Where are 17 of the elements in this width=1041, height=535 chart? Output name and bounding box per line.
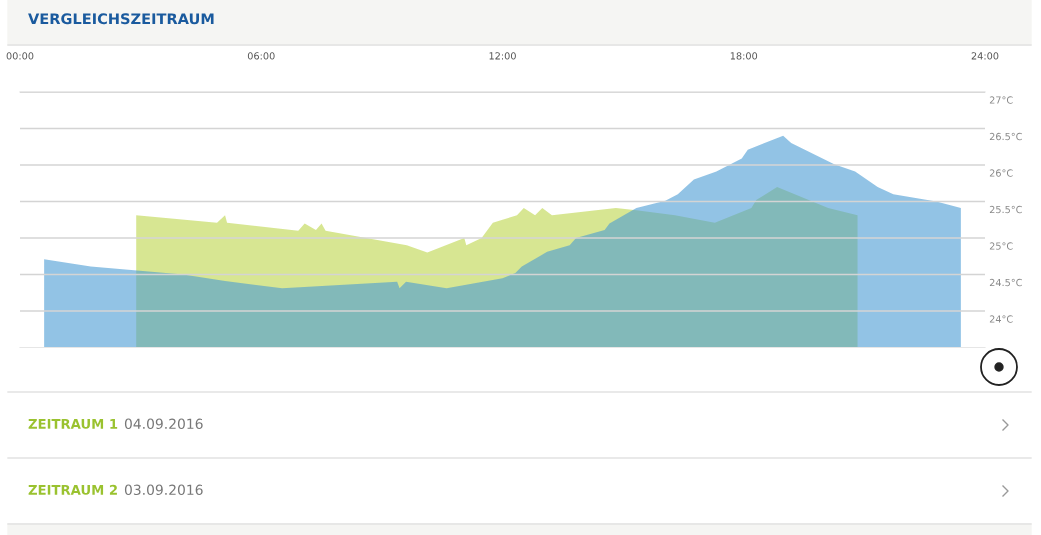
chart-title: VERGLEICHSZEITRAUM — [28, 13, 214, 25]
text: 04.09.2016 — [124, 418, 203, 430]
y-tick-label: 27°C — [989, 96, 1013, 104]
text: 03.09.2016 — [124, 484, 203, 496]
y-tick-label: 25.5°C — [989, 205, 1022, 214]
y-tick-label: 25°C — [989, 242, 1013, 250]
x-tick-label: 12:00 — [489, 52, 516, 60]
x-tick-label: 00:00 — [6, 52, 34, 60]
y-tick-label: 24.5°C — [989, 278, 1022, 287]
text: ZEITRAUM 1 — [28, 419, 118, 429]
y-tick-label: 26.5°C — [989, 132, 1022, 141]
y-tick-label: 26°C — [989, 169, 1013, 177]
x-tick-label: 24:00 — [971, 52, 999, 60]
x-tick-label: 06:00 — [247, 52, 275, 60]
x-tick-label: 18:00 — [730, 52, 758, 60]
y-tick-label: 24°C — [989, 315, 1013, 323]
text: ZEITRAUM 2 — [28, 484, 117, 495]
